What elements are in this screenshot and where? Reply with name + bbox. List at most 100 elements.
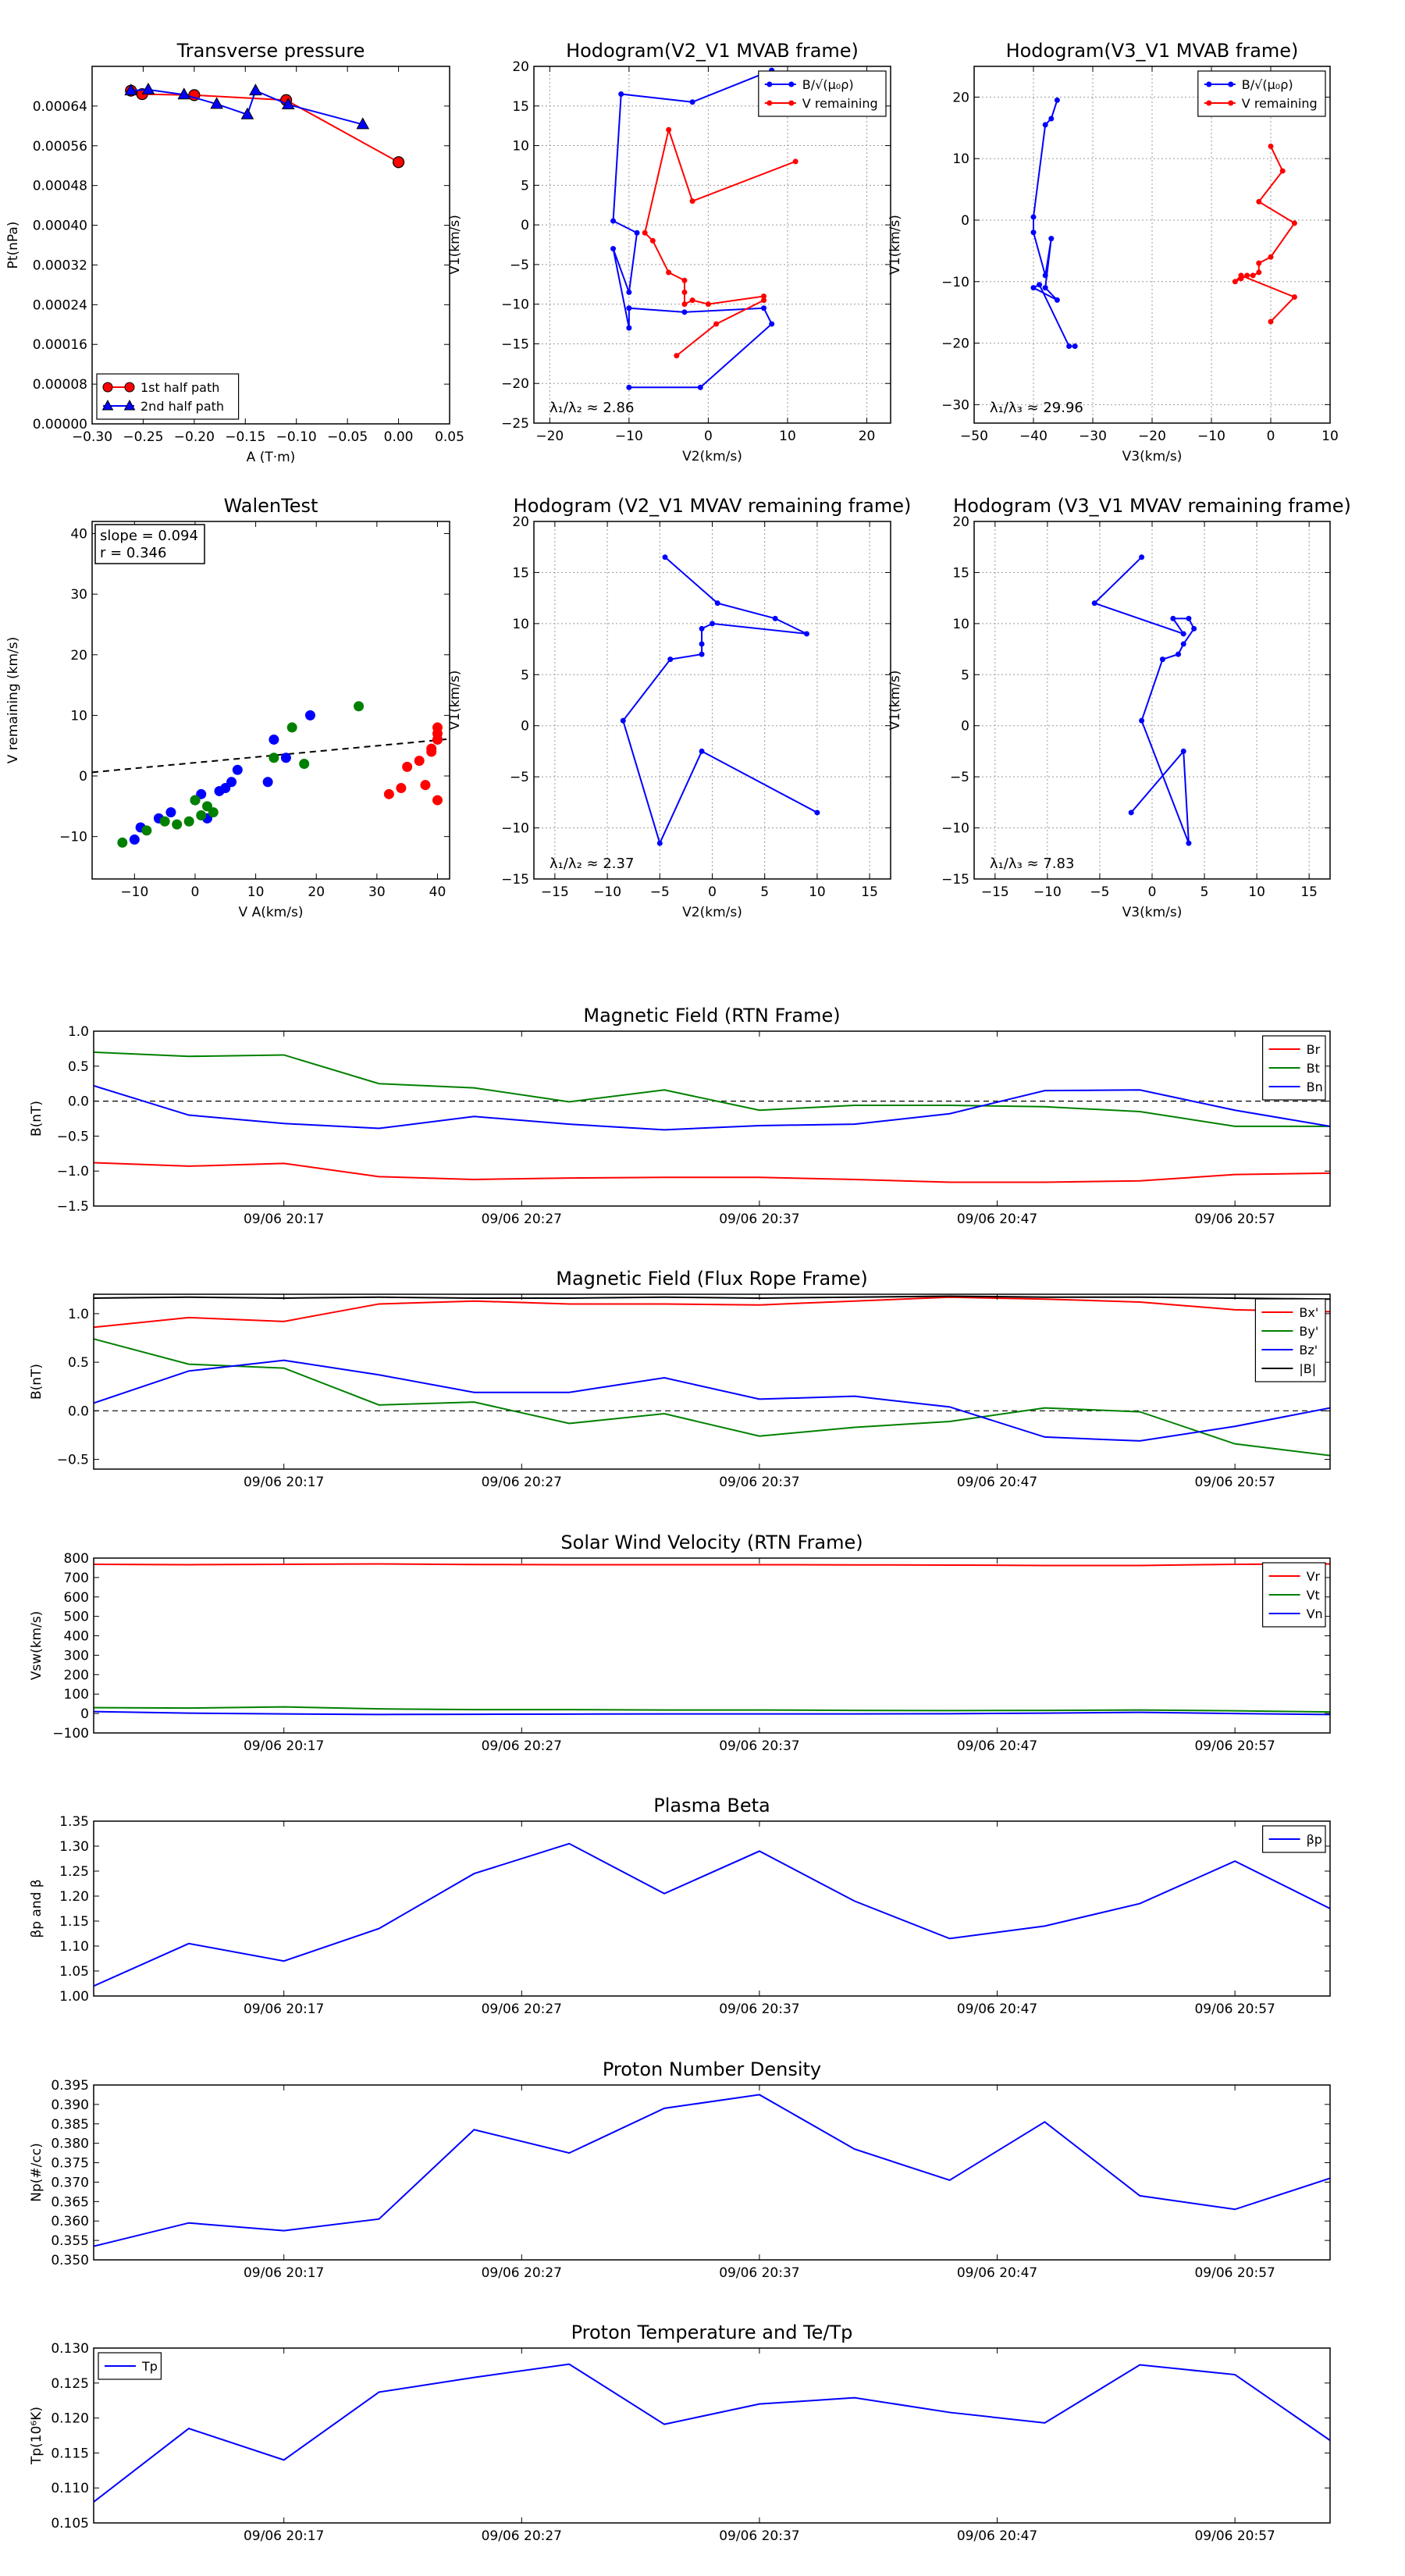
legend-label: Br — [1307, 1042, 1321, 1057]
legend: B/√(μ₀ρ) V remaining — [1197, 70, 1326, 117]
data-point — [1030, 229, 1037, 236]
y-tick-label: 0.00056 — [33, 139, 87, 155]
y-axis-label: Np(#/cc) — [29, 2143, 44, 2201]
x-tick-label: 10 — [779, 429, 796, 444]
y-tick-label: −1.5 — [57, 1199, 89, 1215]
plot-data — [94, 2094, 1330, 2247]
x-tick-label: 09/06 20:17 — [244, 1212, 324, 1227]
data-point — [699, 651, 705, 657]
series-line-bt — [94, 1051, 1330, 1127]
y-tick-label: −5 — [510, 770, 529, 785]
y-tick-label: 0.105 — [51, 2516, 89, 2532]
y-tick-label: 0.390 — [51, 2097, 89, 2113]
data-point — [1037, 282, 1043, 288]
y-tick-label: 20 — [512, 514, 529, 530]
legend-marker — [1228, 81, 1234, 87]
legend-marker — [788, 81, 795, 87]
data-point — [1048, 236, 1055, 242]
y-tick-label: 0 — [80, 1706, 89, 1722]
data-point — [426, 746, 437, 757]
y-tick-label: 0 — [521, 719, 529, 735]
y-tick-label: 800 — [64, 1551, 89, 1567]
y-tick-label: 0.395 — [51, 2078, 89, 2094]
data-point — [710, 621, 715, 627]
y-tick-label: −1.0 — [57, 1164, 89, 1179]
x-tick-label: 09/06 20:17 — [244, 2528, 324, 2544]
y-tick-label: −10 — [501, 821, 529, 837]
y-tick-label: −15 — [941, 872, 969, 888]
y-tick-label: 1.05 — [59, 1964, 89, 1980]
x-tick-label: −0.10 — [276, 429, 317, 445]
y-tick-label: 0.130 — [51, 2341, 89, 2357]
plot-frame — [91, 66, 450, 425]
y-tick-label: −10 — [941, 275, 969, 290]
data-point — [396, 783, 407, 794]
y-tick-label: 0.370 — [51, 2175, 89, 2190]
x-tick-label: 10 — [809, 884, 826, 900]
chart-title: Hodogram (V2_V1 MVAV remaining frame) — [514, 495, 912, 517]
data-point — [432, 795, 443, 806]
y-tick-label: 0.380 — [51, 2137, 89, 2152]
x-tick-label: −15 — [541, 884, 569, 900]
x-tick-label: 09/06 20:47 — [957, 1212, 1037, 1227]
data-point — [769, 321, 775, 327]
y-tick-label: 0.00040 — [33, 219, 87, 234]
x-axis-label: V2(km/s) — [682, 449, 742, 464]
y-axis-label: B(nT) — [29, 1101, 44, 1137]
y-tick-label: −15 — [501, 336, 529, 352]
y-tick-label: 20 — [952, 514, 969, 530]
x-tick-label: 09/06 20:57 — [1194, 2528, 1275, 2544]
eigenvalue-ratio-label: λ₁/λ₃ ≈ 7.83 — [990, 856, 1074, 872]
plot-data — [620, 554, 820, 846]
y-tick-label: 0.350 — [51, 2253, 89, 2268]
plot-frame — [533, 66, 891, 424]
y-tick-label: 30 — [70, 587, 87, 603]
plot-frame — [91, 521, 450, 880]
x-tick-label: 0.00 — [384, 429, 414, 445]
legend-marker — [788, 100, 795, 106]
data-point — [183, 816, 194, 827]
data-point — [689, 198, 695, 205]
y-tick-label: 10 — [512, 139, 529, 155]
plot-data — [94, 1842, 1330, 1987]
y-tick-label: 10 — [512, 617, 529, 632]
legend-marker — [1228, 100, 1234, 106]
data-point — [1042, 122, 1048, 128]
chart-title: Magnetic Field (RTN Frame) — [583, 1005, 840, 1026]
plot-data — [1030, 97, 1297, 350]
legend-label: βp — [1307, 1832, 1322, 1847]
data-point — [402, 761, 413, 772]
y-tick-label: 40 — [70, 527, 87, 543]
x-tick-label: 0 — [1148, 884, 1157, 900]
legend: βp — [1261, 1825, 1326, 1853]
x-tick-label: 09/06 20:27 — [482, 2001, 562, 2017]
data-point — [1186, 615, 1192, 621]
legend-label: V remaining — [1242, 96, 1318, 111]
x-tick-label: 09/06 20:47 — [957, 1738, 1037, 1754]
data-point — [1291, 294, 1297, 300]
y-tick-label: −5 — [510, 258, 529, 273]
x-tick-label: 5 — [760, 884, 769, 900]
data-point — [714, 600, 720, 607]
y-tick-label: −20 — [941, 336, 969, 352]
x-tick-label: 09/06 20:37 — [719, 2001, 799, 2017]
data-point — [1268, 318, 1274, 325]
data-point — [232, 764, 243, 775]
data-point — [1042, 285, 1048, 291]
data-point — [626, 305, 632, 311]
y-tick-label: 5 — [521, 667, 529, 683]
plot-data — [94, 1295, 1330, 1457]
legend-label: Bx' — [1299, 1305, 1318, 1320]
data-point — [281, 97, 295, 109]
plot-data — [94, 2363, 1330, 2503]
x-axis-label: V2(km/s) — [682, 905, 742, 920]
data-point — [1256, 269, 1262, 276]
y-tick-label: −0.5 — [57, 1129, 89, 1144]
x-tick-label: −40 — [1019, 429, 1048, 444]
data-point — [172, 819, 183, 830]
y-tick-label: 0.120 — [51, 2411, 89, 2427]
x-tick-label: −0.25 — [123, 429, 163, 445]
data-point — [626, 384, 632, 390]
y-tick-label: 0.0 — [68, 1094, 89, 1110]
series-line-vt — [94, 1706, 1330, 1713]
